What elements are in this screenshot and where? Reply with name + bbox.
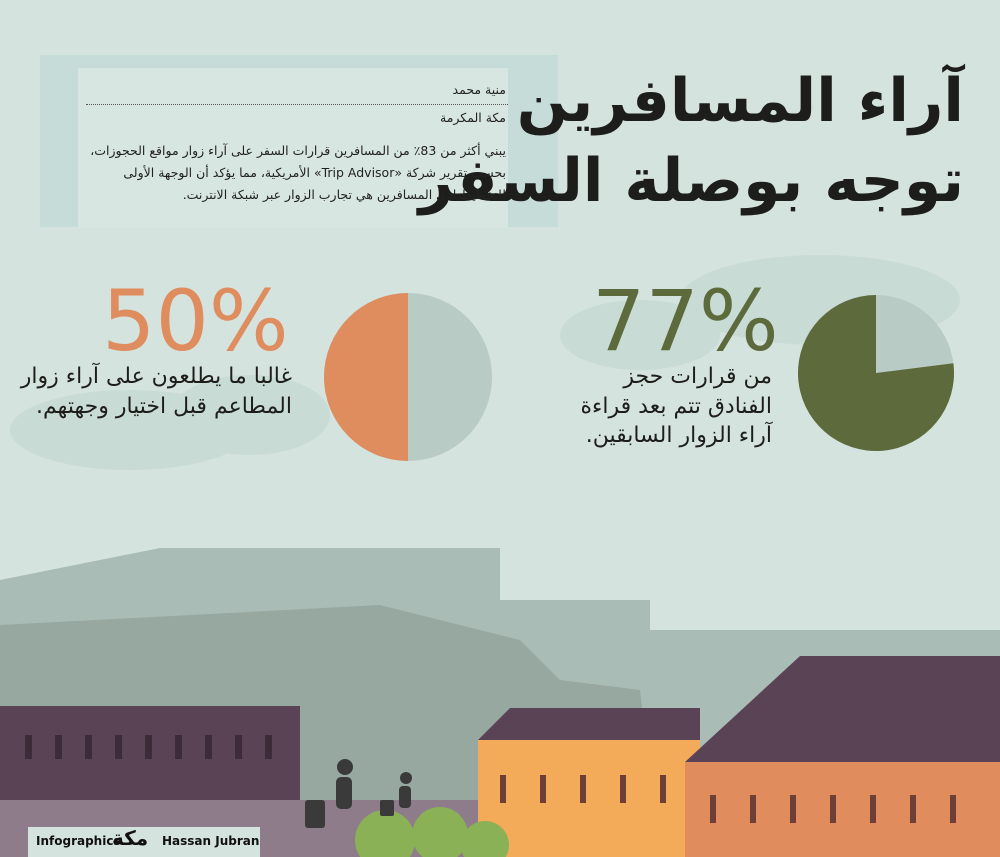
windows-2 [500,775,956,823]
stat-value: 77% [592,272,779,370]
stat-text: غالبا ما يطلعون على آراء زوار المطاعم قب… [20,364,292,419]
intro-inner [78,68,508,228]
title: آراء المسافرين [516,66,964,136]
logo: مكة [112,826,149,850]
author: منية محمد [452,82,506,97]
location: مكة المكرمة [440,110,506,125]
pies [324,293,954,461]
pie-slice [324,293,408,461]
roof-2 [685,656,1000,762]
divider [86,104,508,105]
stat-value: 50% [102,272,289,370]
building-yellow [478,740,700,857]
pie-slice [798,295,954,451]
windows [25,735,272,759]
footer-label: Infographics [36,834,121,848]
credit: Hassan Jubran [162,834,260,848]
intro: يبني أكثر من 83٪ من المسافرين قرارات الس… [90,143,506,202]
title: توجه بوصلة السفر [418,146,964,216]
stat-text: من قرارات حجز الفنادق تتم بعد قراءة آراء… [580,364,772,449]
bushes [355,807,509,857]
footer-bar [28,827,260,857]
building-orange [685,762,1000,857]
roof-1 [478,708,700,740]
travelers [305,759,412,828]
